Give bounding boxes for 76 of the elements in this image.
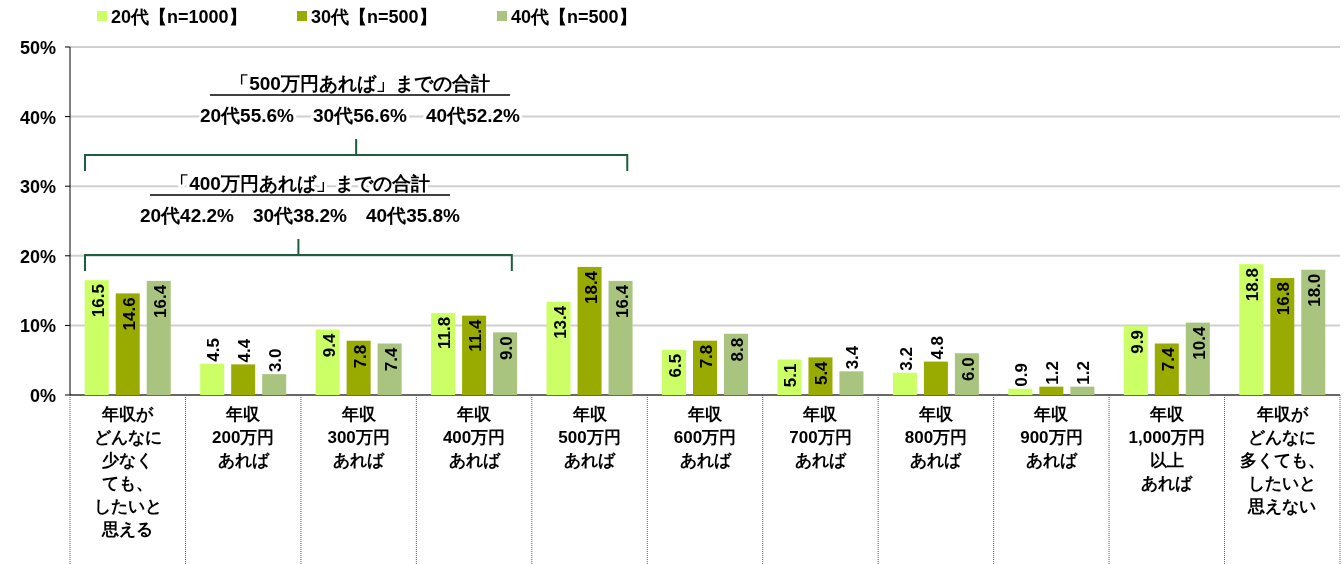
x-tick-label: 年収400万円あれば <box>442 405 506 470</box>
y-tick-label: 40% <box>19 107 56 128</box>
y-tick-label: 30% <box>19 177 56 198</box>
legend-label: 40代【n=500】 <box>511 7 637 27</box>
x-tick-label: 年収300万円あれば <box>327 405 390 470</box>
data-label: 18.8 <box>1243 268 1263 302</box>
bar <box>377 343 402 395</box>
bar <box>546 301 571 395</box>
data-label: 9.9 <box>1127 330 1147 354</box>
bar <box>1239 264 1264 395</box>
data-label: 9.4 <box>319 333 339 358</box>
bar <box>146 280 171 395</box>
data-label: 7.4 <box>1158 346 1178 372</box>
data-label: 11.8 <box>435 316 455 350</box>
data-label: 18.4 <box>581 270 601 305</box>
data-label: 4.4 <box>235 338 255 363</box>
bar <box>84 280 109 395</box>
data-label: 10.4 <box>1189 326 1209 360</box>
data-label: 7.4 <box>381 346 401 372</box>
annotation: 「500万円あれば」までの合計 20代55.6% 30代56.6% 40代52.2% <box>199 73 521 126</box>
y-tick-label: 0% <box>29 386 56 406</box>
data-label: 11.4 <box>466 319 486 352</box>
data-label: 7.8 <box>350 344 370 369</box>
data-label: 5.4 <box>812 360 832 386</box>
bar <box>1270 278 1295 395</box>
legend-label: 30代【n=500】 <box>311 7 437 27</box>
x-tick-label: 年収1,000万円以上あれば <box>1128 405 1206 493</box>
y-tick-label: 50% <box>19 38 56 58</box>
bar <box>577 266 602 395</box>
x-tick-label: 年収600万円あれば <box>673 405 737 470</box>
bar <box>115 293 140 395</box>
data-label: 14.6 <box>119 297 139 331</box>
data-label: 1.2 <box>1074 361 1094 385</box>
data-label: 18.0 <box>1305 273 1325 307</box>
data-label: 5.1 <box>781 363 801 388</box>
data-label: 3.4 <box>843 345 863 370</box>
data-label: 4.8 <box>927 335 947 360</box>
data-label: 0.9 <box>1012 363 1032 387</box>
data-label: 4.5 <box>204 338 224 362</box>
y-tick-label: 10% <box>19 316 56 337</box>
data-label: 13.4 <box>550 305 570 339</box>
bar <box>262 374 287 395</box>
data-label: 6.5 <box>666 353 685 378</box>
data-label: 7.8 <box>697 344 716 369</box>
bar <box>839 371 864 395</box>
x-tick-label: 年収800万円あれば <box>904 405 968 470</box>
x-tick-label: 年収がどんなに多くても、したいと思えない <box>1239 405 1325 516</box>
bar <box>608 280 633 395</box>
bar <box>1008 388 1033 395</box>
bar <box>892 372 917 395</box>
bar <box>200 363 225 395</box>
data-label: 3.0 <box>266 348 286 373</box>
annotation: 「400万円あれば」までの合計 20代42.2% 30代38.2% 40代35.8% <box>139 173 461 226</box>
x-tick-label: 年収900万円あれば <box>1020 405 1083 470</box>
bar <box>231 364 256 395</box>
data-label: 16.5 <box>88 284 108 318</box>
bar <box>1070 386 1095 395</box>
data-label: 6.0 <box>958 357 978 381</box>
x-tick-label: 年収がどんなに少なくても、したいと思える <box>93 405 162 539</box>
x-tick-label: 年収200万円あれば <box>211 405 275 470</box>
y-tick-label: 20% <box>19 246 56 267</box>
bar <box>1039 386 1064 395</box>
data-label: 1.2 <box>1043 361 1063 385</box>
data-label: 3.2 <box>896 347 916 371</box>
bar <box>1301 269 1326 395</box>
bar <box>1154 343 1179 395</box>
data-label: 16.4 <box>612 284 632 318</box>
bar <box>462 315 487 395</box>
data-label: 9.0 <box>497 336 517 360</box>
legend-label: 20代【n=1000】 <box>111 7 247 27</box>
bar <box>923 361 948 395</box>
x-tick-label: 年収500万円あれば <box>558 405 621 470</box>
data-label: 16.8 <box>1274 282 1294 316</box>
x-tick-label: 年収700万円あれば <box>789 405 852 470</box>
data-label: 8.8 <box>728 337 747 362</box>
data-label: 16.4 <box>150 284 170 318</box>
